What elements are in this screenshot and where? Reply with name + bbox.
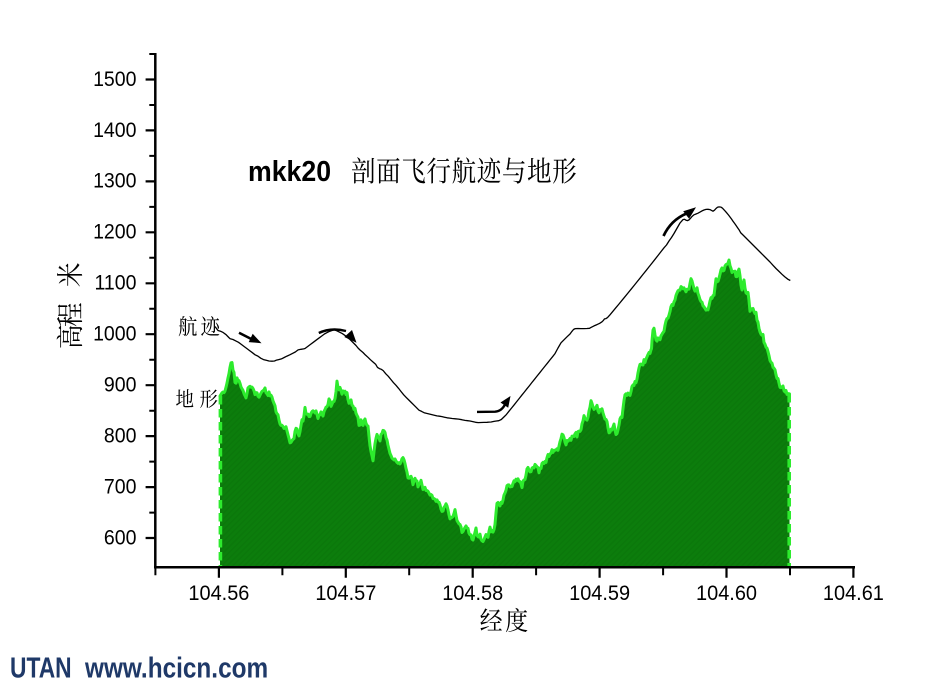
svg-text:mkk20: mkk20 (248, 155, 331, 187)
svg-text:104.60: 104.60 (696, 582, 757, 606)
svg-text:1100: 1100 (95, 272, 137, 295)
svg-text:104.59: 104.59 (569, 582, 630, 606)
svg-text:700: 700 (104, 476, 137, 499)
svg-text:UTAN: UTAN (10, 653, 72, 684)
svg-text:600: 600 (104, 527, 137, 550)
svg-text:104.61: 104.61 (823, 582, 884, 606)
svg-text:104.56: 104.56 (188, 582, 249, 606)
svg-text:1400: 1400 (93, 119, 136, 142)
svg-text:1200: 1200 (93, 221, 136, 244)
svg-text:800: 800 (104, 425, 137, 448)
svg-text:www.hcicn.com: www.hcicn.com (84, 652, 268, 684)
svg-text:104.58: 104.58 (442, 582, 503, 606)
svg-text:104.57: 104.57 (315, 582, 376, 606)
svg-text:1500: 1500 (93, 68, 136, 91)
svg-text:1000: 1000 (93, 323, 136, 346)
svg-text:900: 900 (104, 374, 137, 397)
svg-text:1300: 1300 (93, 170, 136, 193)
